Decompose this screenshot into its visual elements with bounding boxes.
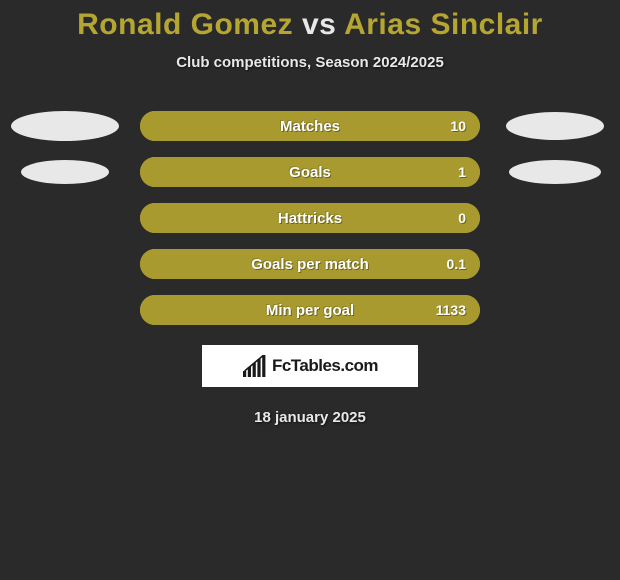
player1-name: Ronald Gomez bbox=[77, 8, 293, 41]
stat-bar: Goals 1 bbox=[140, 157, 480, 187]
stat-label: Min per goal bbox=[266, 302, 354, 319]
stats-rows: Matches 10 Goals 1 Hattricks 0 Goals per match… bbox=[0, 111, 620, 325]
right-oval-slot bbox=[500, 112, 610, 140]
stat-row: Min per goal 1133 bbox=[0, 295, 620, 325]
left-oval-slot bbox=[10, 160, 120, 184]
stat-row: Goals 1 bbox=[0, 157, 620, 187]
date-text: 18 january 2025 bbox=[0, 409, 620, 426]
stat-row: Goals per match 0.1 bbox=[0, 249, 620, 279]
player1-oval bbox=[21, 160, 109, 184]
stat-label: Hattricks bbox=[278, 210, 342, 227]
player2-oval bbox=[509, 160, 601, 184]
stat-bar: Goals per match 0.1 bbox=[140, 249, 480, 279]
right-oval-slot bbox=[500, 160, 610, 184]
player2-name: Arias Sinclair bbox=[344, 8, 543, 41]
subtitle: Club competitions, Season 2024/2025 bbox=[0, 54, 620, 71]
left-oval-slot bbox=[10, 111, 120, 141]
stat-bar: Min per goal 1133 bbox=[140, 295, 480, 325]
player2-oval bbox=[506, 112, 604, 140]
stat-value: 1 bbox=[458, 164, 466, 180]
comparison-title: Ronald Gomez vs Arias Sinclair bbox=[0, 8, 620, 42]
stat-bar: Matches 10 bbox=[140, 111, 480, 141]
logo-text: FcTables.com bbox=[272, 356, 378, 376]
stat-row: Matches 10 bbox=[0, 111, 620, 141]
stat-value: 1133 bbox=[436, 302, 466, 318]
player1-oval bbox=[11, 111, 119, 141]
bars-icon bbox=[242, 355, 268, 377]
stat-bar: Hattricks 0 bbox=[140, 203, 480, 233]
stat-label: Matches bbox=[280, 118, 340, 135]
vs-text: vs bbox=[302, 8, 336, 41]
stat-label: Goals per match bbox=[251, 256, 369, 273]
stat-label: Goals bbox=[289, 164, 331, 181]
stat-value: 0.1 bbox=[447, 256, 466, 272]
stat-value: 0 bbox=[458, 210, 466, 226]
stat-value: 10 bbox=[450, 118, 466, 134]
logo-box: FcTables.com bbox=[202, 345, 418, 387]
stat-row: Hattricks 0 bbox=[0, 203, 620, 233]
